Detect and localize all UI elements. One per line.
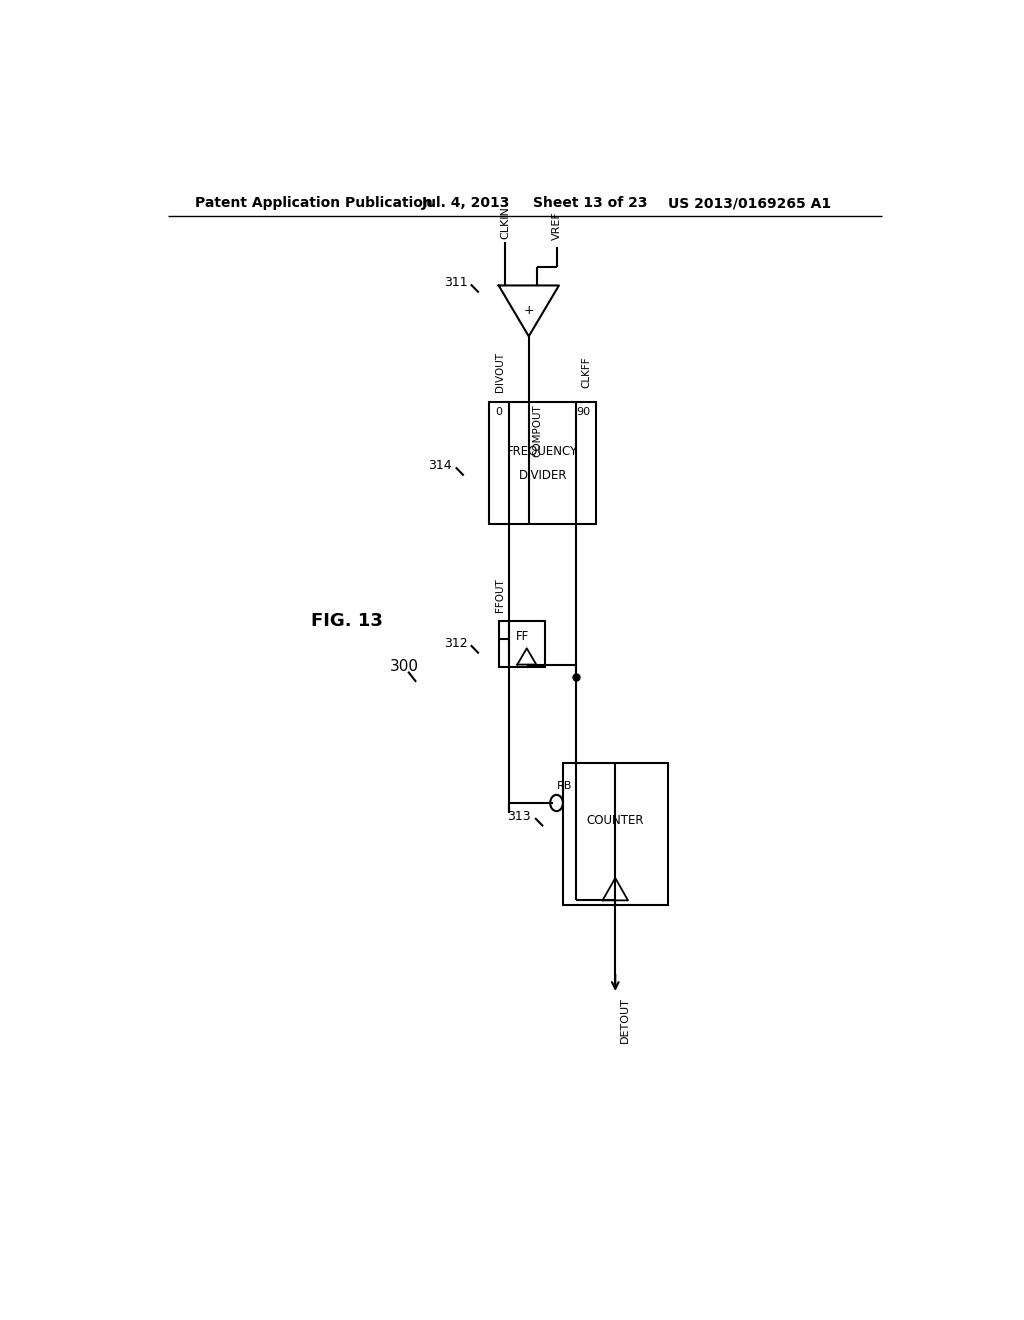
Text: DIVIDER: DIVIDER — [518, 469, 567, 482]
Text: Jul. 4, 2013: Jul. 4, 2013 — [422, 197, 510, 210]
Text: DIVOUT: DIVOUT — [495, 352, 505, 392]
Text: 90: 90 — [575, 408, 590, 417]
Text: FREQUENCY: FREQUENCY — [507, 445, 579, 458]
Bar — [489, 403, 596, 524]
Text: DETOUT: DETOUT — [621, 997, 630, 1043]
Text: 314: 314 — [428, 459, 452, 471]
Text: 312: 312 — [444, 636, 468, 649]
Text: COMPOUT: COMPOUT — [532, 404, 543, 457]
Text: Patent Application Publication: Patent Application Publication — [196, 197, 433, 210]
Text: Sheet 13 of 23: Sheet 13 of 23 — [532, 197, 647, 210]
Text: CLKIN: CLKIN — [500, 206, 510, 239]
Text: 311: 311 — [444, 276, 468, 289]
Text: US 2013/0169265 A1: US 2013/0169265 A1 — [668, 197, 830, 210]
Bar — [500, 620, 545, 667]
Text: FFOUT: FFOUT — [495, 578, 505, 612]
Text: RB: RB — [557, 781, 572, 791]
Text: 300: 300 — [390, 659, 419, 675]
Text: +: + — [523, 305, 535, 317]
Text: 313: 313 — [508, 809, 531, 822]
Text: FIG. 13: FIG. 13 — [310, 612, 382, 630]
Bar — [563, 763, 668, 906]
Text: 0: 0 — [496, 408, 503, 417]
Text: FF: FF — [515, 631, 528, 643]
Text: VREF: VREF — [552, 211, 561, 240]
Text: CLKFF: CLKFF — [582, 356, 591, 388]
Text: COUNTER: COUNTER — [587, 813, 644, 826]
